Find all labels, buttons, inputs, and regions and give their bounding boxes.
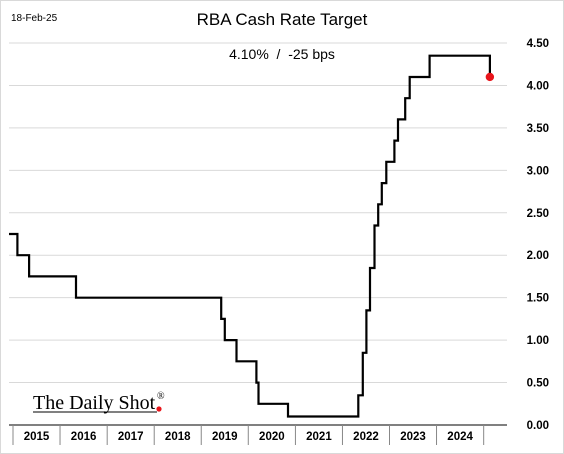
x-tick-label: 2016	[71, 431, 97, 443]
last-point-marker	[485, 72, 495, 82]
y-tick-label: 4.00	[527, 80, 549, 92]
chart-subtitle: 4.10% / -25 bps	[229, 46, 335, 62]
x-tick-label: 2018	[165, 431, 191, 443]
y-tick-label: 2.00	[527, 250, 549, 262]
y-tick-label: 4.50	[527, 38, 549, 50]
x-tick-label: 2021	[306, 431, 332, 443]
x-tick-label: 2015	[24, 431, 50, 443]
y-tick-label: 1.00	[527, 335, 549, 347]
y-tick-label: 3.50	[527, 123, 549, 135]
y-tick-label: 1.50	[527, 293, 549, 305]
logo-registered-mark: ®	[157, 391, 165, 402]
series-layer	[9, 54, 495, 418]
chart-text: RBA Cash Rate Target 4.10% / -25 bps 18-…	[11, 10, 368, 62]
logo-red-dot	[156, 406, 162, 412]
series-line	[9, 54, 491, 418]
y-tick-label: 0.50	[527, 378, 549, 390]
daily-shot-logo: The Daily Shot ®	[33, 391, 165, 414]
chart-title: RBA Cash Rate Target	[197, 10, 368, 29]
y-tick-label: 0.00	[527, 420, 549, 432]
y-tick-label: 2.50	[527, 208, 549, 220]
x-tick-label: 2017	[118, 431, 144, 443]
x-tick-label: 2019	[212, 431, 238, 443]
y-tick-label: 3.00	[527, 165, 549, 177]
gridlines	[9, 42, 507, 384]
x-tick-label: 2023	[400, 431, 426, 443]
date-label: 18-Feb-25	[11, 13, 58, 24]
x-tick-label: 2020	[259, 431, 285, 443]
x-tick-label: 2024	[447, 431, 473, 443]
axes: 0.00 0.50 1.00 1.50 2.00 2.50 3.00 3.50 4.00 4.50…	[9, 38, 549, 445]
x-tick-label: 2022	[353, 431, 379, 443]
logo-text: The Daily Shot	[33, 392, 156, 414]
